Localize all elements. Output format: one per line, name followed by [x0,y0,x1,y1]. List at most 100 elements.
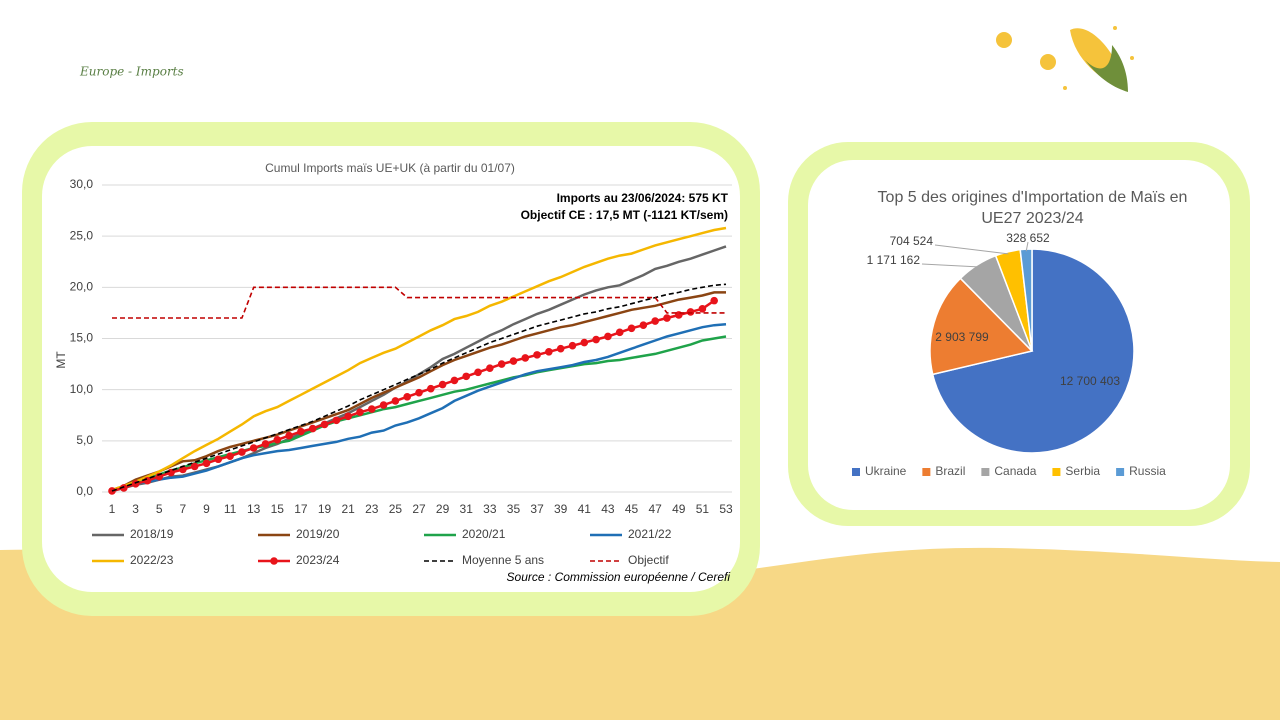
series-marker [391,397,400,405]
legend-swatch [922,468,931,476]
series-marker [438,380,447,389]
legend-label: 2021/22 [628,527,672,541]
x-tick-label: 19 [318,502,332,516]
x-tick-label: 47 [648,502,662,516]
series-marker [710,296,718,305]
legend-label: Russia [1129,464,1166,478]
y-tick-label: 25,0 [70,228,94,242]
y-tick-label: 20,0 [70,280,94,294]
data-label: 1 171 162 [867,253,921,267]
series-marker [627,324,636,333]
x-tick-label: 27 [412,502,426,516]
series-marker [356,408,364,416]
series-marker [249,444,258,452]
series-marker [462,372,471,381]
x-tick-label: 45 [625,502,639,516]
x-tick-label: 9 [203,502,210,516]
x-tick-label: 43 [601,502,615,516]
legend-label: 2019/20 [296,527,340,541]
x-tick-label: 39 [554,502,568,516]
series-marker [545,348,553,356]
pie-slice [929,277,1034,376]
data-label: 12 700 403 [1060,374,1120,388]
series-marker [521,354,530,362]
y-axis-label: MT [54,351,68,369]
pie-title: Top 5 des origines d'Importation de Maïs… [877,189,1188,227]
leader-line [921,263,978,268]
data-label: 328 652 [1006,231,1050,245]
corn-icon [996,26,1134,92]
series-marker [415,388,423,397]
series-marker [615,328,624,337]
x-tick-label: 21 [341,502,355,516]
legend-swatch [1052,468,1061,476]
series-marker [120,484,128,492]
series-marker [332,416,341,425]
series-line [111,226,727,492]
pie-slice [931,248,1135,454]
legend-label: Canada [994,464,1036,478]
legend-label: Ukraine [865,464,907,478]
series-marker [568,341,577,350]
x-tick-label: 11 [224,502,237,516]
series-marker [273,436,282,444]
series-marker [308,424,317,433]
series-marker [202,459,211,468]
legend-label: Moyenne 5 ans [462,553,544,567]
series-marker [238,448,246,456]
annotation: Imports au 23/06/2024: 575 KT [557,191,729,205]
leader-line [934,244,1009,255]
x-tick-label: 5 [156,502,163,516]
series-marker [379,401,388,409]
series-marker [686,308,695,316]
series-marker [486,364,494,372]
annotation: Objectif CE : 17,5 MT (-1121 KT/sem) [521,208,728,222]
y-tick-label: 10,0 [70,382,94,396]
series-marker [651,317,659,325]
x-tick-label: 37 [530,502,544,516]
x-tick-label: 53 [719,502,733,516]
series-marker [285,431,293,440]
series-marker [604,332,612,341]
source-note: Source : Commission européenne / Cerefi [507,570,731,584]
series-marker [320,420,329,429]
x-tick-label: 31 [460,502,474,516]
y-tick-label: 30,0 [70,177,94,191]
legend-label: 2020/21 [462,527,506,541]
legend-marker [270,557,278,565]
page-title: Europe - Imports [79,65,184,79]
x-tick-label: 1 [109,502,116,516]
series-marker [474,368,482,377]
x-tick-label: 49 [672,502,686,516]
series-line [111,291,726,492]
series-marker [214,455,223,464]
x-tick-label: 33 [483,502,497,516]
chart-title: Cumul Imports maïs UE+UK (à partir du 01… [265,161,515,175]
y-tick-label: 5,0 [76,433,93,447]
data-label: 704 524 [890,234,934,248]
series-marker [592,335,600,344]
series-marker [556,344,565,353]
series-marker [226,452,234,460]
legend-label: Brazil [935,464,965,478]
x-tick-label: 35 [507,502,521,516]
series-marker [663,314,671,322]
series-marker [367,405,376,413]
series-line [111,335,727,493]
x-tick-label: 7 [180,502,187,516]
series-marker [403,393,411,401]
legend-swatch [981,468,990,476]
legend-swatch [1116,468,1125,476]
series-marker [261,440,270,448]
x-tick-label: 23 [365,502,379,516]
series-line [111,283,727,492]
series-marker [297,427,305,436]
series-marker [580,338,589,347]
series-line [111,299,715,493]
legend-label: 2023/24 [296,553,340,567]
series-marker [509,357,518,365]
series-marker [639,321,648,329]
left-panel [42,146,740,592]
x-tick-label: 41 [578,502,592,516]
